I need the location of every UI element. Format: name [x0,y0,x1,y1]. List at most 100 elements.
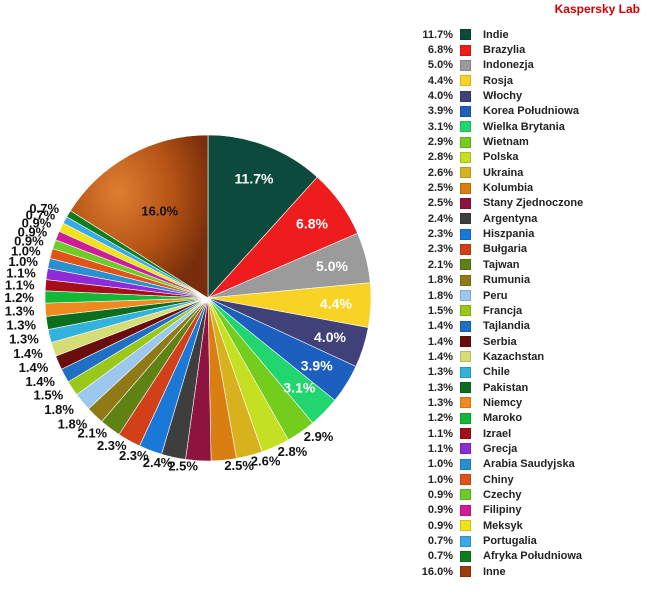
legend-value: 3.9% [427,105,453,118]
legend-item-hiszpania: 2.3% Hiszpania [392,226,642,241]
legend-item-czechy: 0.9% Czechy [392,487,642,502]
slice-label-wietnam: 2.9% [304,429,334,444]
legend-label: Ukraina [483,166,524,179]
legend-swatch [460,305,471,317]
slice-label-wlochy: 4.0% [314,329,346,345]
legend-label: Korea Południowa [483,105,579,118]
legend-swatch [460,243,471,255]
legend-label: Niemcy [483,396,523,409]
legend-swatch [460,290,471,302]
legend-value: 3.1% [427,120,453,133]
legend-label: Rumunia [483,274,531,287]
legend-label: Chile [483,366,510,379]
legend-item-rosja: 4.4% Rosja [392,73,642,88]
legend-swatch [460,550,471,562]
legend-item-inne: 16.0% Inne [392,564,642,579]
legend-label: Bułgaria [483,243,528,256]
legend-value: 2.1% [427,258,453,271]
legend-label: Tajwan [483,258,520,271]
slice-label-tajlandia: 1.4% [25,374,55,389]
slice-label-izrael: 1.1% [5,277,35,292]
legend-item-wielka-brytania: 3.1% Wielka Brytania [392,119,642,134]
slice-label-hiszpania: 2.3% [119,448,149,463]
legend-label: Inne [483,565,506,578]
legend-swatch [460,121,471,133]
slice-label-grecja: 1.1% [6,265,36,280]
slice-label-polska: 2.8% [278,444,308,459]
slice-label-meksyk: 0.9% [22,215,52,230]
legend-item-ukraina: 2.6% Ukraina [392,165,642,180]
slice-label-kolumbia: 2.5% [224,458,254,473]
legend-swatch [460,458,471,470]
legend-item-izrael: 1.1% Izrael [392,426,642,441]
slice-label-pakistan: 1.3% [6,318,36,333]
legend-swatch [460,213,471,225]
pie-slice-labels: 11.7% 6.8% 5.0% 4.4% 4.0% 3.9% 3.1% 2.9%2.8%2.6… [4,171,352,474]
slice-label-peru: 1.8% [44,402,74,417]
legend-item-tajwan: 2.1% Tajwan [392,257,642,272]
legend-label: Kolumbia [483,182,534,195]
legend-item-portugalia: 0.7% Portugalia [392,533,642,548]
legend-value: 1.0% [427,458,453,471]
legend-value: 1.3% [427,366,453,379]
slice-label-kazachstan: 1.4% [13,346,43,361]
legend-swatch [460,29,471,41]
legend-label: Portugalia [483,535,537,548]
legend-label: Indonezja [483,59,534,72]
pie-chart: 11.7% 6.8% 5.0% 4.4% 4.0% 3.9% 3.1% 2.9%2.8%2.6… [4,134,372,474]
legend-label: Pakistan [483,381,529,394]
slice-label-filipiny: 0.9% [18,224,48,239]
legend-swatch [460,59,471,71]
legend-value: 1.2% [427,412,453,425]
legend-item-filipiny: 0.9% Filipiny [392,503,642,518]
legend-item-kolumbia: 2.5% Kolumbia [392,180,642,195]
legend-label: Meksyk [483,519,523,532]
legend-value: 1.0% [427,473,453,486]
legend-item-indonezja: 5.0% Indonezja [392,58,642,73]
legend-value: 1.4% [427,335,453,348]
legend-swatch [460,259,471,271]
slice-label-rumunia: 1.8% [58,416,88,431]
slice-label-chiny: 1.0% [11,244,41,259]
pie-slice-inne [69,134,209,299]
legend-label: Hiszpania [483,228,535,241]
legend-item-maroko: 1.2% Maroko [392,411,642,426]
slice-label-tajwan: 2.1% [77,425,107,440]
legend-swatch [460,520,471,532]
legend-item-niemcy: 1.3% Niemcy [392,395,642,410]
legend-label: Afryka Południowa [483,550,583,563]
legend-label: Wietnam [483,136,529,149]
legend-label: Włochy [483,90,523,103]
legend-item-grecja: 1.1% Grecja [392,441,642,456]
legend-item-arabia-saudyjska: 1.0% Arabia Saudyjska [392,457,642,472]
legend-item-tajlandia: 1.4% Tajlandia [392,319,642,334]
legend-label: Argentyna [483,212,538,225]
legend-value: 4.0% [427,90,453,103]
legend-item-meksyk: 0.9% Meksyk [392,518,642,533]
legend-label: Arabia Saudyjska [483,458,575,471]
legend: 11.7% Indie 6.8% Brazylia 5.0% Indonezja 4.4% R… [392,27,642,579]
pie-slices [44,134,372,462]
legend-item-brazylia: 6.8% Brazylia [392,42,642,57]
legend-swatch [460,167,471,179]
legend-label: Rosja [483,74,513,87]
legend-label: Tajlandia [483,320,530,333]
legend-value: 1.3% [427,381,453,394]
legend-value: 0.9% [427,488,453,501]
slice-label-bulgaria: 2.3% [97,438,127,453]
legend-item-rumunia: 1.8% Rumunia [392,273,642,288]
slice-label-niemcy: 1.3% [5,304,35,319]
legend-value: 2.8% [427,151,453,164]
slice-label-afryka-poludniowa: 0.7% [29,201,59,216]
legend-label: Grecja [483,442,518,455]
legend-label: Brazylia [483,44,526,57]
legend-value: 2.6% [427,166,453,179]
legend-label: Stany Zjednoczone [483,197,584,210]
legend-label: Serbia [483,335,517,348]
legend-label: Chiny [483,473,514,486]
legend-value: 2.5% [427,182,453,195]
legend-value: 1.8% [427,274,453,287]
legend-swatch [460,228,471,240]
legend-swatch [460,566,471,578]
legend-label: Izrael [483,427,512,440]
